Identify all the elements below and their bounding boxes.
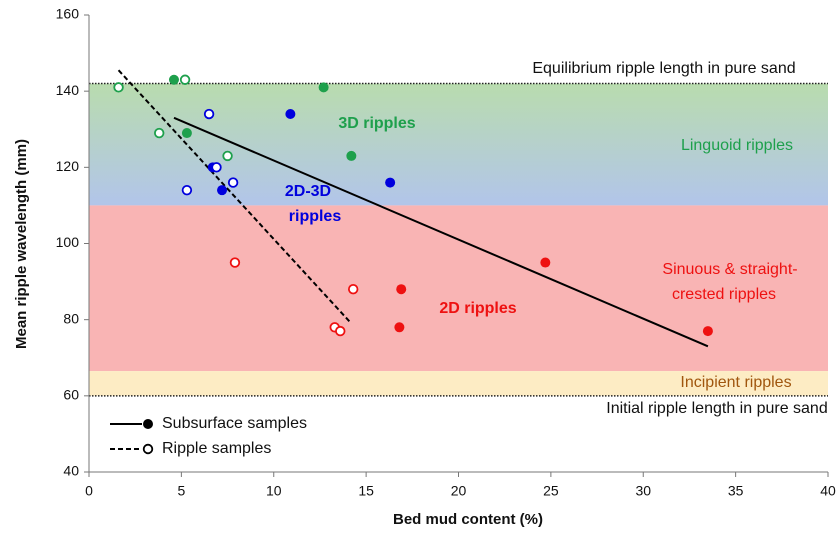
point — [394, 322, 405, 333]
trend-line — [173, 116, 709, 348]
annotation: ripples — [289, 208, 342, 225]
point — [168, 74, 179, 85]
annotation: Equilibrium ripple length in pure sand — [532, 60, 795, 77]
point — [222, 150, 233, 162]
legend-marker — [142, 443, 154, 455]
annotation: Incipient ripples — [680, 374, 791, 391]
point — [335, 325, 346, 337]
legend-marker — [143, 419, 153, 429]
point — [179, 74, 191, 85]
band — [89, 371, 828, 396]
x-tick-label: 40 — [820, 483, 836, 499]
point — [347, 284, 359, 295]
annotation: Linguoid ripples — [681, 137, 793, 154]
x-tick-label: 25 — [543, 483, 559, 499]
band — [89, 205, 828, 372]
x-tick-label: 30 — [635, 483, 651, 499]
annotation: 3D ripples — [338, 115, 415, 132]
y-axis-title: Mean ripple wavelength (mm) — [13, 139, 30, 349]
point — [396, 284, 407, 295]
annotation: Sinuous & straight- — [662, 261, 797, 278]
point — [285, 109, 296, 120]
y-tick-label: 160 — [56, 6, 80, 22]
point — [540, 257, 551, 268]
x-tick-label: 15 — [358, 483, 374, 499]
x-tick-label: 10 — [266, 483, 282, 499]
y-tick-label: 80 — [63, 310, 79, 326]
point — [229, 257, 241, 268]
point — [211, 162, 222, 173]
point — [385, 177, 396, 188]
annotation: 2D ripples — [439, 300, 516, 317]
point — [227, 177, 239, 188]
y-tick-label: 120 — [56, 158, 80, 174]
legend-label: Subsurface samples — [162, 415, 307, 432]
point — [702, 326, 713, 337]
point — [113, 82, 124, 93]
y-tick-label: 40 — [63, 463, 79, 479]
band — [89, 83, 828, 206]
y-tick-label: 140 — [56, 82, 80, 98]
annotation: crested ripples — [672, 286, 776, 303]
legend-label: Ripple samples — [162, 440, 271, 457]
annotation: Initial ripple length in pure sand — [606, 400, 827, 417]
point — [154, 127, 165, 139]
annotation: 2D-3D — [285, 183, 331, 200]
y-tick-label: 100 — [56, 234, 80, 250]
y-tick-label: 60 — [63, 387, 79, 403]
x-tick-label: 0 — [85, 483, 93, 499]
x-tick-label: 20 — [451, 483, 467, 499]
point — [181, 128, 192, 139]
point — [318, 82, 329, 93]
x-axis-title: Bed mud content (%) — [393, 511, 543, 528]
point — [217, 185, 228, 196]
x-tick-label: 5 — [177, 483, 185, 499]
x-tick-label: 35 — [728, 483, 744, 499]
point — [181, 184, 193, 196]
point — [346, 150, 357, 161]
point — [203, 108, 215, 120]
trend-line — [117, 69, 353, 325]
